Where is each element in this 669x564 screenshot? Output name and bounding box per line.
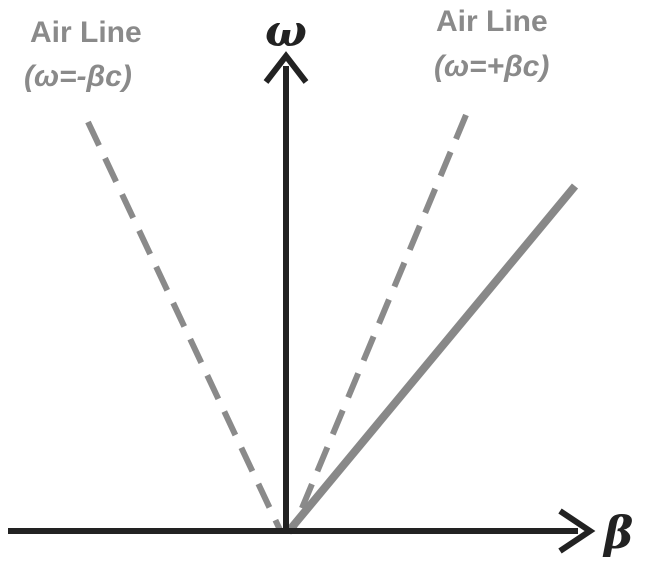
left-air-line — [85, 120, 284, 534]
right-air-line-equation: (ω=+βc) — [434, 50, 549, 83]
omega-axis-arrowhead — [263, 51, 309, 84]
right-air-line — [289, 113, 469, 534]
omega-axis-label: ω — [265, 6, 307, 57]
solid-dispersion-line — [284, 183, 579, 535]
left-air-line-title: Air Line — [30, 16, 142, 49]
beta-axis-label: β — [602, 508, 633, 559]
right-air-line-title: Air Line — [436, 5, 548, 38]
beta-axis-arrowhead — [558, 508, 596, 554]
left-air-line-equation: (ω=-βc) — [24, 60, 132, 93]
